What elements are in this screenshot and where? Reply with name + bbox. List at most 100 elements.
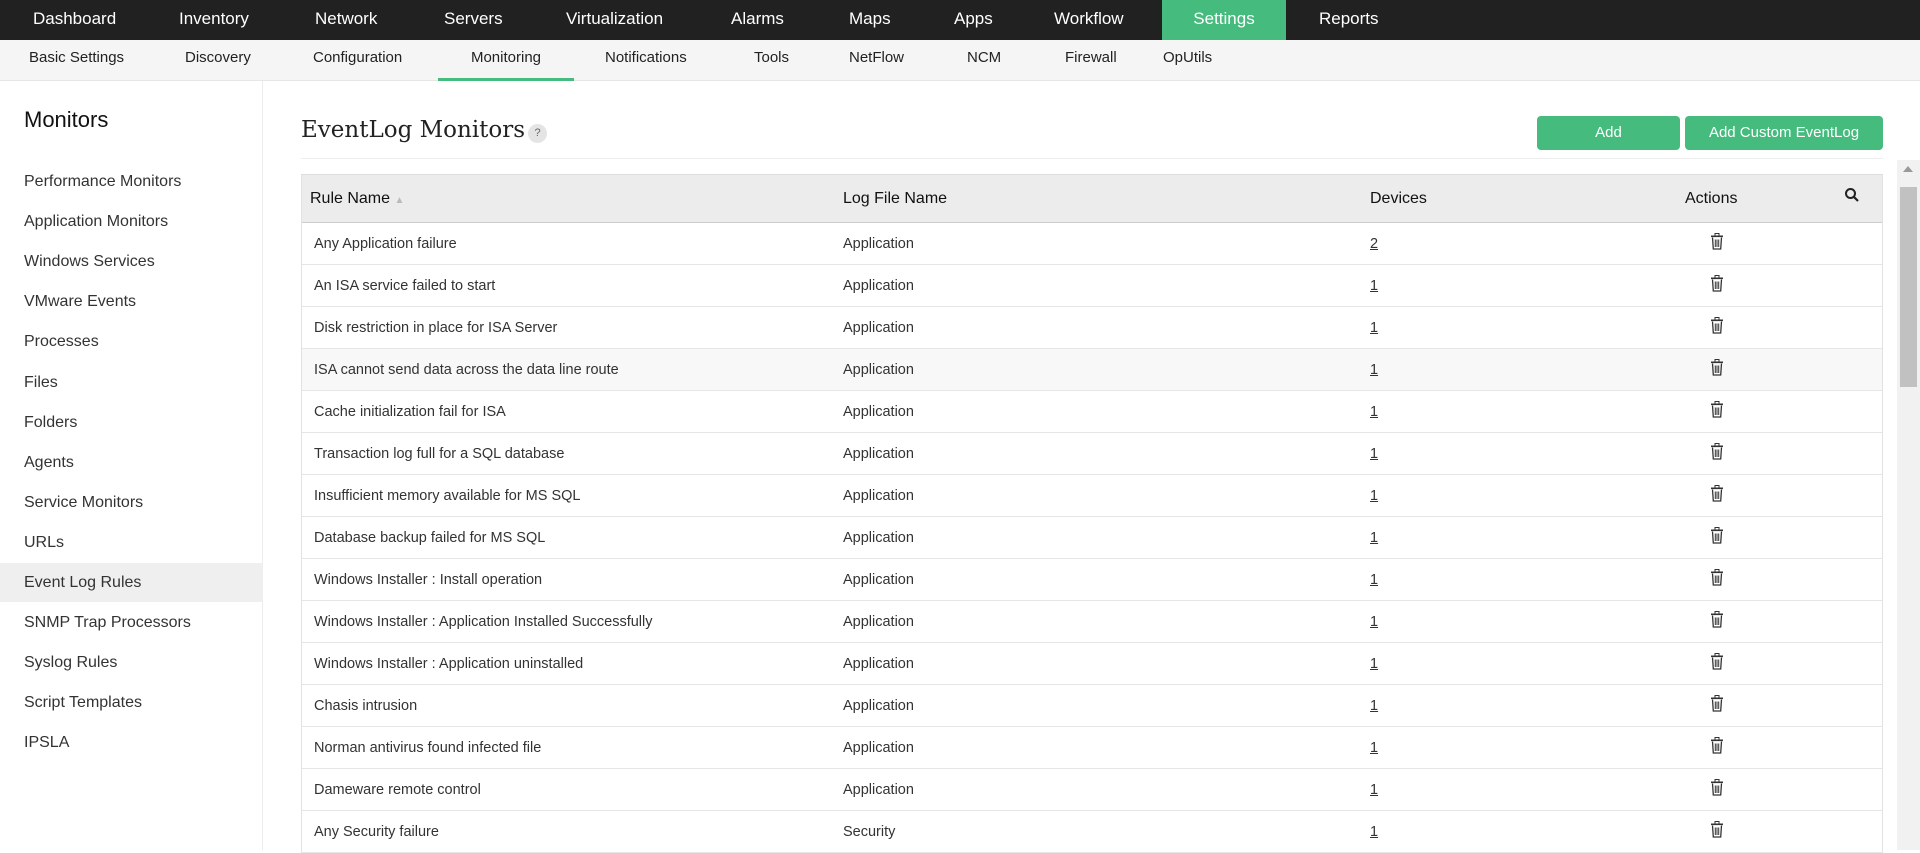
sidebar-item-application-monitors[interactable]: Application Monitors [24,213,169,231]
devices-link[interactable]: 1 [1370,320,1379,336]
rule-name: An ISA service failed to start [314,278,496,294]
subnav-monitoring[interactable]: Monitoring [438,40,574,81]
devices-link[interactable]: 1 [1370,782,1379,798]
sidebar-item-urls[interactable]: URLs [24,533,65,551]
subnav-discovery[interactable]: Discovery [185,49,251,66]
log-file-name: Application [843,740,914,756]
subnav-ncm[interactable]: NCM [967,49,1002,66]
delete-icon[interactable] [1710,737,1724,758]
sidebar-item-script-templates[interactable]: Script Templates [24,694,142,712]
topnav-inventory[interactable]: Inventory [179,9,249,28]
devices-link[interactable]: 1 [1370,572,1379,588]
add-custom-eventlog-button[interactable]: Add Custom EventLog [1685,116,1883,150]
rule-name: Windows Installer : Application uninstal… [314,656,584,672]
delete-icon[interactable] [1710,569,1724,590]
rule-name: Disk restriction in place for ISA Server [314,320,558,336]
devices-link[interactable]: 1 [1370,614,1379,630]
topnav-workflow[interactable]: Workflow [1054,9,1124,28]
sidebar-item-processes[interactable]: Processes [24,333,99,351]
devices-link[interactable]: 1 [1370,740,1379,756]
scrollbar[interactable] [1897,160,1920,850]
delete-icon[interactable] [1710,779,1724,800]
topnav-dashboard[interactable]: Dashboard [33,9,117,28]
topnav-servers[interactable]: Servers [444,9,503,28]
sidebar-item-windows-services[interactable]: Windows Services [24,253,155,271]
topnav-alarms[interactable]: Alarms [731,9,784,28]
delete-icon[interactable] [1710,233,1724,254]
delete-icon[interactable] [1710,611,1724,632]
delete-icon[interactable] [1710,527,1724,548]
devices-link[interactable]: 1 [1370,488,1379,504]
sidebar-item-agents[interactable]: Agents [24,453,74,471]
delete-icon[interactable] [1710,317,1724,338]
sidebar-item-folders[interactable]: Folders [24,413,78,431]
topnav-virtualization[interactable]: Virtualization [566,9,664,28]
delete-icon[interactable] [1710,275,1724,296]
log-file-name: Application [843,320,914,336]
sidebar-item-files[interactable]: Files [24,373,58,391]
log-file-name: Application [843,362,914,378]
subnav-configuration[interactable]: Configuration [313,49,403,66]
table-row: Disk restriction in place for ISA Server… [302,307,1882,349]
scroll-up-icon[interactable] [1903,166,1913,172]
rule-name: Database backup failed for MS SQL [314,530,546,546]
devices-link[interactable]: 1 [1370,698,1379,714]
delete-icon[interactable] [1710,485,1724,506]
devices-link[interactable]: 1 [1370,446,1379,462]
subnav-firewall[interactable]: Firewall [1065,49,1117,66]
column-log-file-name[interactable]: Log File Name [843,190,948,207]
delete-icon[interactable] [1710,653,1724,674]
log-file-name: Application [843,698,914,714]
sidebar-item-snmp-trap-processors[interactable]: SNMP Trap Processors [24,614,191,632]
sidebar-item-syslog-rules[interactable]: Syslog Rules [24,654,118,672]
subnav-oputils[interactable]: OpUtils [1163,49,1213,66]
sidebar-item-vmware-events[interactable]: VMware Events [24,293,137,311]
rule-name: Norman antivirus found infected file [314,740,542,756]
scrollbar-thumb[interactable] [1900,187,1917,387]
subnav-tools[interactable]: Tools [754,49,790,66]
topnav-settings[interactable]: Settings [1162,0,1286,40]
topnav-maps[interactable]: Maps [849,9,891,28]
subnav-netflow[interactable]: NetFlow [849,49,905,66]
devices-link[interactable]: 1 [1370,362,1379,378]
delete-icon[interactable] [1710,401,1724,422]
help-icon[interactable]: ? [528,124,547,143]
delete-icon[interactable] [1710,821,1724,842]
sidebar: Monitors Performance Monitors Application… [0,81,263,850]
delete-icon[interactable] [1710,443,1724,464]
log-file-name: Application [843,572,914,588]
topnav-apps[interactable]: Apps [954,9,993,28]
devices-link[interactable]: 1 [1370,404,1379,420]
table-row: ISA cannot send data across the data lin… [302,349,1882,391]
rule-name: Windows Installer : Install operation [314,572,543,588]
add-button[interactable]: Add [1537,116,1680,150]
subnav-notifications[interactable]: Notifications [605,49,687,66]
table-row: Database backup failed for MS SQL Applic… [302,517,1882,559]
devices-link[interactable]: 1 [1370,530,1379,546]
table-row: Any Security failure Security 1 [302,811,1882,853]
search-icon[interactable] [1844,187,1860,208]
sidebar-item-performance-monitors[interactable]: Performance Monitors [24,173,182,190]
sort-icon: ▲ [394,195,405,206]
column-label: Rule Name [310,190,391,207]
sidebar-title: Monitors [24,107,109,132]
column-rule-name[interactable]: Rule Name ▲ [310,190,404,208]
devices-link[interactable]: 1 [1370,824,1379,840]
delete-icon[interactable] [1710,695,1724,716]
subnav-basic-settings[interactable]: Basic Settings [29,49,125,66]
table-row: Dameware remote control Application 1 [302,769,1882,811]
sidebar-item-ipsla[interactable]: IPSLA [24,734,70,752]
topnav-network[interactable]: Network [315,9,378,28]
log-file-name: Application [843,278,914,294]
topnav-reports[interactable]: Reports [1319,9,1379,28]
devices-link[interactable]: 2 [1370,236,1379,252]
delete-icon[interactable] [1710,359,1724,380]
log-file-name: Application [843,656,914,672]
sidebar-item-event-log-rules[interactable]: Event Log Rules [0,563,263,602]
column-actions: Actions [1685,190,1738,207]
devices-link[interactable]: 1 [1370,656,1379,672]
devices-link[interactable]: 1 [1370,278,1379,294]
column-devices[interactable]: Devices [1370,190,1427,207]
rule-name: Cache initialization fail for ISA [314,404,506,420]
sidebar-item-service-monitors[interactable]: Service Monitors [24,493,144,511]
